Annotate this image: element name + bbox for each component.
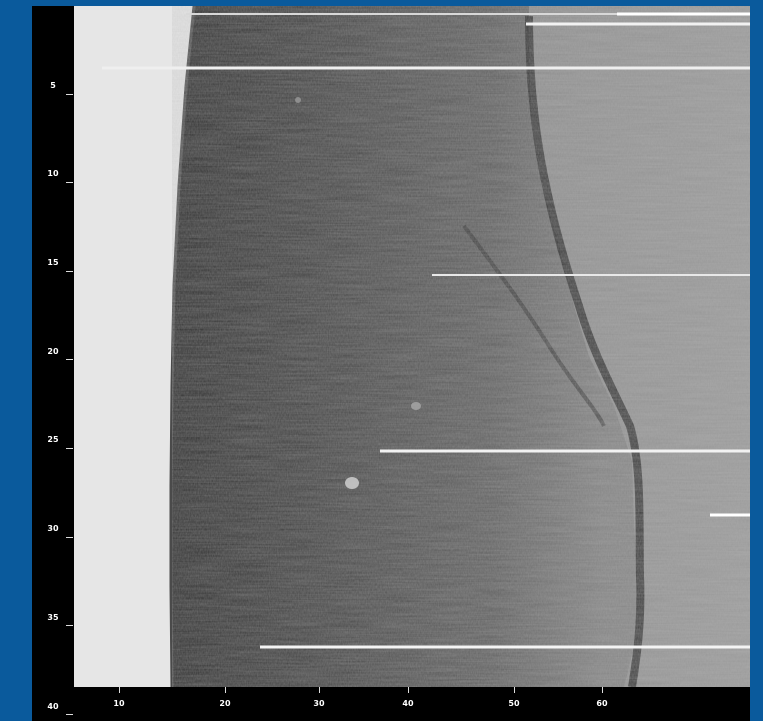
x-tick-label: 40 [402, 699, 414, 708]
x-tick-label: 10 [113, 699, 125, 708]
depth-axis: 5 10 15 20 25 30 35 40 [32, 6, 74, 721]
x-tick-label: 20 [219, 699, 231, 708]
y-tick-label: 10 [47, 169, 59, 178]
x-tick-mark [514, 687, 515, 693]
range-axis: 10 20 30 40 50 60 [74, 687, 750, 721]
seabed-target [411, 402, 421, 410]
sonar-streak-texture [172, 6, 750, 687]
x-tick-label: 30 [313, 699, 325, 708]
water-column-band [74, 6, 194, 687]
y-tick-label: 15 [47, 258, 59, 267]
x-tick-mark [319, 687, 320, 693]
y-tick-mark [66, 625, 73, 626]
seabed-target [345, 477, 359, 489]
y-tick-mark [66, 537, 73, 538]
x-tick-mark [119, 687, 120, 693]
y-tick-label: 40 [47, 702, 59, 711]
y-tick-label: 30 [47, 524, 59, 533]
sidescan-sonar-image [74, 6, 750, 687]
y-tick-mark [66, 94, 73, 95]
y-tick-mark [66, 271, 73, 272]
x-tick-mark [602, 687, 603, 693]
y-tick-mark [66, 448, 73, 449]
y-tick-label: 35 [47, 613, 59, 622]
y-tick-mark [66, 714, 73, 715]
seabed-target [295, 97, 301, 103]
y-tick-mark [66, 182, 73, 183]
y-tick-label: 5 [50, 81, 56, 90]
x-tick-mark [408, 687, 409, 693]
x-tick-label: 50 [508, 699, 520, 708]
y-tick-label: 20 [47, 347, 59, 356]
x-tick-label: 60 [596, 699, 608, 708]
y-tick-label: 25 [47, 435, 59, 444]
sonar-image-frame: 5 10 15 20 25 30 35 40 [32, 6, 750, 721]
scan-dropout-lines [102, 12, 750, 649]
y-tick-mark [66, 359, 73, 360]
x-tick-mark [225, 687, 226, 693]
